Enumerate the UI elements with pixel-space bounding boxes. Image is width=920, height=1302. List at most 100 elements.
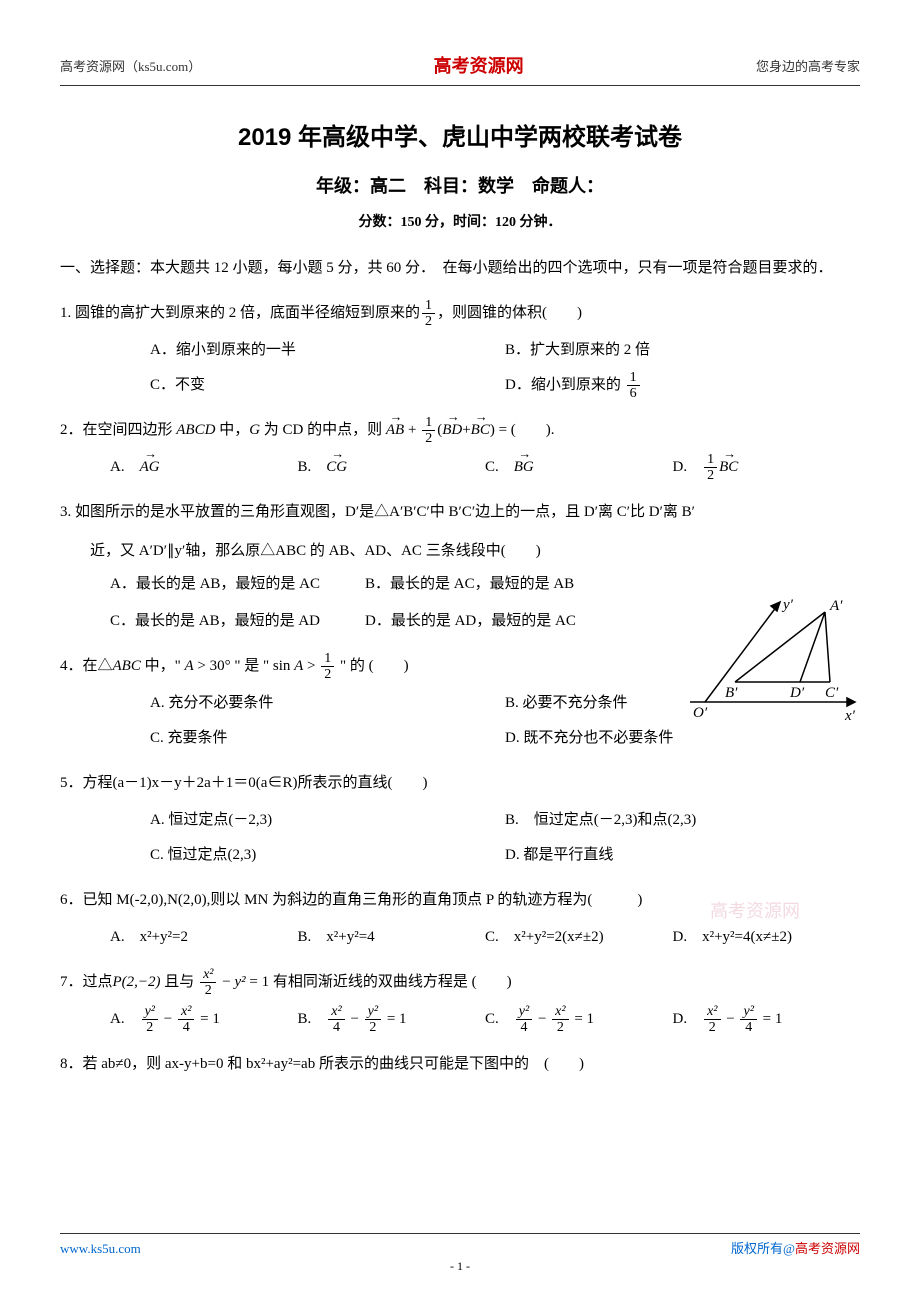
question-1: 1. 圆锥的高扩大到原来的 2 倍，底面半径缩短到原来的12，则圆锥的体积( )… bbox=[60, 297, 860, 402]
fraction-1-2: 12 bbox=[422, 298, 435, 330]
question-5: 5．方程(a－1)x－y＋2a＋1＝0(a∈R)所表示的直线( ) A. 恒过定… bbox=[60, 767, 860, 872]
q7-options: A. y²2 − x²4 = 1 B. x²4 − y²2 = 1 C. y²4… bbox=[60, 1003, 860, 1036]
q3-figure: O′ x′ y′ A′ B′ D′ C′ bbox=[685, 592, 860, 722]
q2-opt-b: B. CG bbox=[298, 451, 486, 484]
q2-c: 为 CD 的中点，则 bbox=[260, 422, 382, 438]
footer-right-plain: 版权所有@ bbox=[731, 1241, 795, 1256]
q6-opt-b: B. x²+y²=4 bbox=[298, 921, 486, 954]
q7b-p: B. bbox=[298, 1011, 327, 1027]
question-7: 7．过点P(2,−2) 且与 x²2 − y² = 1 有相同渐近线的双曲线方程… bbox=[60, 966, 860, 1036]
q6-opt-c: C. x²+y²=2(x≠±2) bbox=[485, 921, 673, 954]
fraction-1-2-q4: 12 bbox=[321, 651, 334, 683]
q5-opt-b: B. 恒过定点(－2,3)和点(2,3) bbox=[505, 804, 860, 837]
header-logo-text: 高考资源网 bbox=[434, 50, 524, 82]
q1-opt-c: C．不变 bbox=[150, 369, 505, 402]
question-8: 8．若 ab≠0，则 ax-y+b=0 和 bx²+ay²=ab 所表示的曲线只… bbox=[60, 1048, 860, 1081]
fig-label-c: C′ bbox=[825, 685, 839, 701]
fig-label-b: B′ bbox=[725, 685, 738, 701]
q4-opt-c: C. 充要条件 bbox=[150, 722, 505, 755]
q2-opt-a: A. AG bbox=[110, 451, 298, 484]
exam-subtitle: 年级：高二 科目：数学 命题人： bbox=[60, 170, 860, 202]
q1-stem-prefix: 1. 圆锥的高扩大到原来的 2 倍，底面半径缩短到原来的 bbox=[60, 305, 420, 321]
q4-b: 中，" bbox=[145, 658, 185, 674]
q2-opt-c: C. BG bbox=[485, 451, 673, 484]
fraction-1-6: 16 bbox=[627, 370, 640, 402]
q7-opt-a: A. y²2 − x²4 = 1 bbox=[110, 1003, 298, 1036]
q4-d: > bbox=[303, 658, 319, 674]
q2-opt-d: D. 12BC bbox=[673, 451, 861, 484]
q4-a: 4．在△ bbox=[60, 658, 113, 674]
q2d-p: D. bbox=[673, 459, 703, 475]
q8-stem: 8．若 ab≠0，则 ax-y+b=0 和 bx²+ay²=ab 所表示的曲线只… bbox=[60, 1048, 860, 1081]
q1-opt-d: D．缩小到原来的 16 bbox=[505, 369, 860, 402]
q3-stem-1: 3. 如图所示的是水平放置的三角形直观图，D′是△A′B′C′中 B′C′边上的… bbox=[60, 496, 860, 529]
q6-options: A. x²+y²=2 B. x²+y²=4 C. x²+y²=2(x≠±2) D… bbox=[60, 921, 860, 954]
q2-d: = ( ). bbox=[495, 422, 555, 438]
fig-label-x: x′ bbox=[844, 708, 856, 722]
q3-opt-a: A．最长的是 AB，最短的是 AC bbox=[110, 568, 365, 601]
section-1-intro: 一、选择题：本大题共 12 小题，每小题 5 分，共 60 分． 在每小题给出的… bbox=[60, 253, 860, 283]
header-right: 您身边的高考专家 bbox=[756, 55, 860, 78]
header-left: 高考资源网（ks5u.com） bbox=[60, 55, 201, 78]
vector-ab: AB bbox=[386, 414, 404, 447]
q7a-p: A. bbox=[110, 1011, 140, 1027]
q7-stem: 7．过点P(2,−2) 且与 x²2 − y² = 1 有相同渐近线的双曲线方程… bbox=[60, 966, 860, 999]
q1-stem-suffix: ，则圆锥的体积( ) bbox=[437, 305, 582, 321]
q4-opt-a: A. 充分不必要条件 bbox=[150, 687, 505, 720]
q1-options: A．缩小到原来的一半 B．扩大到原来的 2 倍 C．不变 D．缩小到原来的 16 bbox=[60, 334, 860, 402]
q7-opt-c: C. y²4 − x²2 = 1 bbox=[485, 1003, 673, 1036]
q5-opt-d: D. 都是平行直线 bbox=[505, 839, 860, 872]
q7-a: 7．过点 bbox=[60, 974, 113, 990]
q3-stem-2: 近，又 A′D′∥y′轴，那么原△ABC 的 AB、AD、AC 三条线段中( ) bbox=[60, 535, 860, 568]
q6-stem: 6．已知 M(-2,0),N(2,0),则以 MN 为斜边的直角三角形的直角顶点… bbox=[60, 884, 860, 917]
q2-stem: 2．在空间四边形 ABCD 中，G 为 CD 的中点，则 AB + 12(BD+… bbox=[60, 414, 860, 447]
q2c-p: C. bbox=[485, 459, 514, 475]
q3-opt-c: C．最长的是 AB，最短的是 AD bbox=[110, 605, 365, 638]
exam-meta: 分数：150 分，时间：120 分钟． bbox=[60, 210, 860, 235]
q1-opt-d-prefix: D．缩小到原来的 bbox=[505, 377, 625, 393]
fig-label-d: D′ bbox=[789, 685, 805, 701]
q2b-p: B. bbox=[298, 459, 327, 475]
q5-options: A. 恒过定点(－2,3) B. 恒过定点(－2,3)和点(2,3) C. 恒过… bbox=[60, 804, 860, 872]
footer-right-red: 高考资源网 bbox=[795, 1241, 860, 1256]
q3-opt-d: D．最长的是 AD，最短的是 AC bbox=[365, 605, 620, 638]
q3-opt-b: B．最长的是 AC，最短的是 AB bbox=[365, 568, 620, 601]
vector-bc: BC bbox=[471, 414, 490, 447]
q6-opt-d: D. x²+y²=4(x≠±2) bbox=[673, 921, 861, 954]
q3-options-wrap: A．最长的是 AB，最短的是 AC B．最长的是 AC，最短的是 AB C．最长… bbox=[60, 568, 620, 638]
q2-a: 2．在空间四边形 bbox=[60, 422, 176, 438]
vector-bd: BD bbox=[442, 414, 462, 447]
q4-opt-d: D. 既不充分也不必要条件 bbox=[505, 722, 860, 755]
exam-title: 2019 年高级中学、虎山中学两校联考试卷 bbox=[60, 116, 860, 159]
q7-opt-d: D. x²2 − y²4 = 1 bbox=[673, 1003, 861, 1036]
fig-label-y: y′ bbox=[781, 597, 794, 613]
question-2: 2．在空间四边形 ABCD 中，G 为 CD 的中点，则 AB + 12(BD+… bbox=[60, 414, 860, 484]
q4-c: > 30° " 是 " sin bbox=[194, 658, 294, 674]
q7-point: P(2,−2) bbox=[113, 974, 161, 990]
q1-stem: 1. 圆锥的高扩大到原来的 2 倍，底面半径缩短到原来的12，则圆锥的体积( ) bbox=[60, 297, 860, 330]
page-number: - 1 - bbox=[0, 1256, 920, 1278]
q3-options: A．最长的是 AB，最短的是 AC B．最长的是 AC，最短的是 AB C．最长… bbox=[60, 568, 620, 638]
q1-opt-a: A．缩小到原来的一半 bbox=[150, 334, 505, 367]
q2-b: 中， bbox=[215, 422, 249, 438]
q1-opt-b: B．扩大到原来的 2 倍 bbox=[505, 334, 860, 367]
q4-e: " 的 ( ) bbox=[336, 658, 408, 674]
q7d-p: D. bbox=[673, 1011, 703, 1027]
fig-label-o: O′ bbox=[693, 705, 708, 721]
q7-b: 且与 bbox=[164, 974, 194, 990]
fraction-half: 12 bbox=[422, 415, 435, 447]
page-header: 高考资源网（ks5u.com） 高考资源网 您身边的高考专家 bbox=[60, 50, 860, 86]
q7-hyp-frac: x²2 bbox=[200, 967, 216, 999]
q2-options: A. AG B. CG C. BG D. 12BC bbox=[60, 451, 860, 484]
q5-opt-a: A. 恒过定点(－2,3) bbox=[150, 804, 505, 837]
q7c-p: C. bbox=[485, 1011, 514, 1027]
q2a-p: A. bbox=[110, 459, 140, 475]
q5-stem: 5．方程(a－1)x－y＋2a＋1＝0(a∈R)所表示的直线( ) bbox=[60, 767, 860, 800]
page: 高考资源网（ks5u.com） 高考资源网 您身边的高考专家 2019 年高级中… bbox=[0, 0, 920, 1302]
q5-opt-c: C. 恒过定点(2,3) bbox=[150, 839, 505, 872]
question-6: 6．已知 M(-2,0),N(2,0),则以 MN 为斜边的直角三角形的直角顶点… bbox=[60, 884, 860, 954]
fig-label-a: A′ bbox=[829, 598, 843, 614]
q6-opt-a: A. x²+y²=2 bbox=[110, 921, 298, 954]
q7-c: 有相同渐近线的双曲线方程是 ( ) bbox=[273, 974, 512, 990]
q7-opt-b: B. x²4 − y²2 = 1 bbox=[298, 1003, 486, 1036]
